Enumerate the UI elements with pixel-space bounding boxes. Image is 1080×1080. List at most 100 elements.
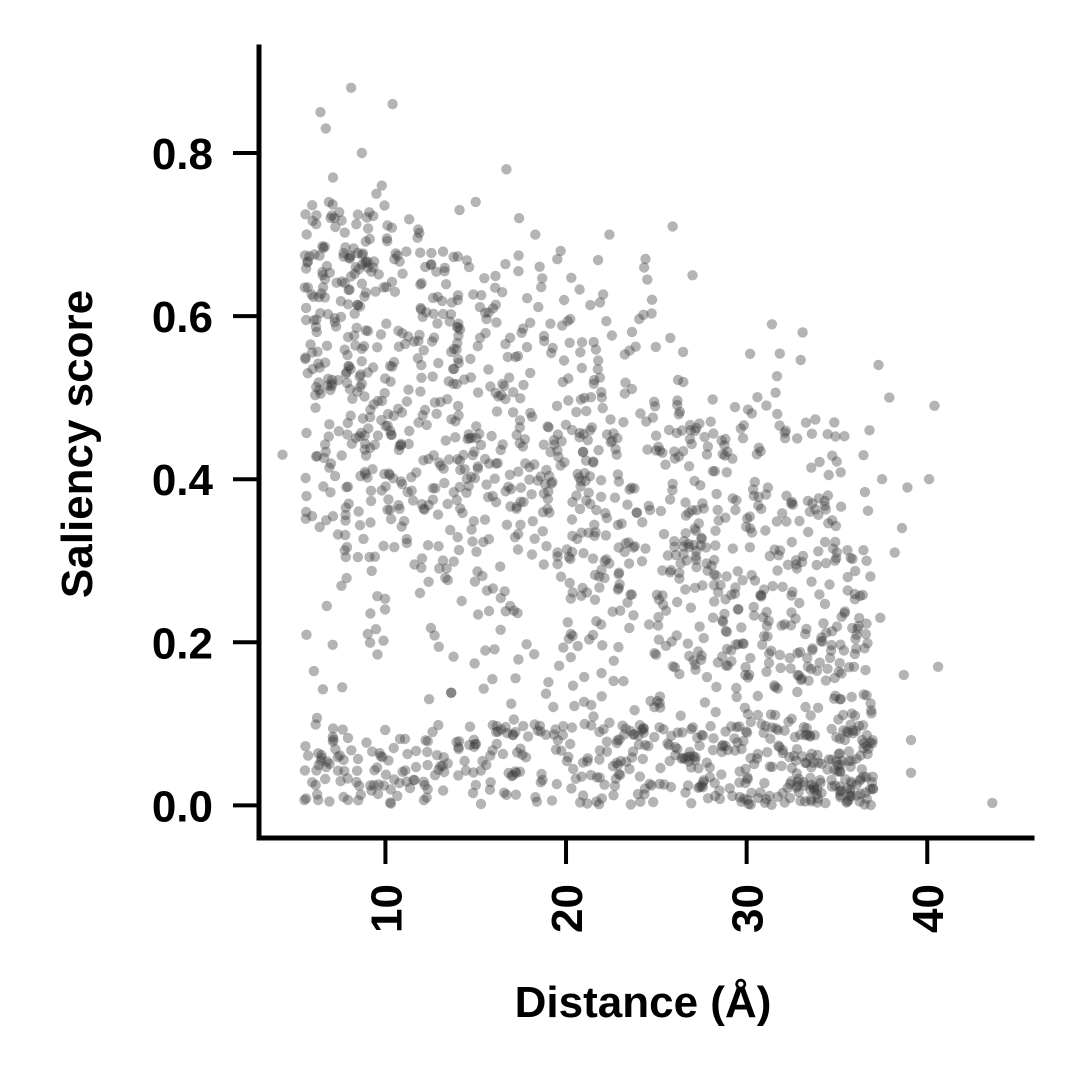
data-point: [607, 761, 619, 772]
data-point: [680, 584, 691, 595]
data-point: [367, 362, 379, 373]
data-point: [392, 790, 403, 802]
data-point: [451, 736, 462, 748]
data-point: [501, 164, 512, 175]
data-point: [389, 254, 400, 265]
data-point: [667, 478, 678, 489]
data-point: [327, 731, 338, 743]
data-point: [579, 468, 590, 479]
data-point: [470, 196, 481, 208]
data-point: [835, 790, 846, 801]
data-point: [485, 750, 496, 761]
data-point: [732, 604, 744, 615]
data-point: [563, 395, 574, 406]
data-point: [816, 632, 827, 643]
data-point: [452, 290, 464, 301]
data-point: [499, 586, 510, 597]
data-point: [508, 387, 519, 398]
data-point: [859, 486, 871, 498]
data-point: [318, 242, 329, 254]
data-point: [335, 775, 346, 787]
data-point: [709, 596, 720, 607]
data-point: [311, 712, 323, 724]
data-point: [481, 479, 492, 490]
data-point: [824, 652, 836, 664]
data-point: [549, 439, 560, 450]
data-point: [758, 727, 769, 739]
data-point: [555, 245, 566, 257]
data-point: [477, 570, 488, 582]
data-point: [345, 250, 356, 261]
data-point: [736, 743, 747, 755]
data-point: [401, 537, 413, 549]
data-point: [433, 719, 444, 731]
data-point: [357, 248, 369, 259]
data-point: [784, 792, 796, 804]
data-point: [605, 414, 616, 425]
data-point: [638, 722, 649, 734]
data-point: [808, 784, 820, 796]
data-point: [316, 749, 327, 761]
data-point: [393, 444, 405, 456]
data-point: [474, 301, 486, 313]
data-point: [552, 445, 563, 456]
data-point: [546, 795, 558, 806]
data-point: [767, 761, 778, 773]
data-point: [650, 430, 662, 441]
data-point: [613, 567, 625, 578]
data-point: [793, 787, 804, 798]
data-point: [349, 308, 360, 319]
data-point: [772, 683, 783, 694]
data-point: [339, 227, 350, 238]
data-point: [688, 539, 699, 551]
data-point: [841, 726, 852, 737]
data-point: [594, 297, 606, 308]
data-point: [558, 294, 570, 306]
data-point: [448, 363, 460, 375]
data-point: [759, 777, 770, 789]
data-point: [428, 332, 440, 343]
data-point: [512, 350, 524, 362]
data-point: [300, 209, 311, 220]
data-point: [688, 751, 699, 762]
data-point: [567, 496, 578, 508]
data-point: [859, 643, 870, 654]
data-point: [448, 251, 459, 263]
data-point: [441, 563, 452, 574]
data-point: [829, 555, 841, 566]
data-point: [380, 724, 391, 736]
data-point: [524, 474, 535, 485]
data-point: [439, 266, 450, 277]
data-point: [685, 602, 697, 613]
data-point: [685, 419, 696, 431]
data-point: [416, 359, 427, 371]
data-point: [578, 548, 589, 559]
data-point: [450, 432, 461, 443]
data-point: [525, 407, 536, 419]
data-point: [496, 390, 507, 401]
data-point: [426, 336, 438, 347]
data-point: [695, 540, 706, 551]
data-point: [786, 762, 798, 774]
data-point: [343, 252, 355, 263]
data-point: [313, 759, 324, 771]
data-point: [487, 719, 498, 731]
data-point: [487, 673, 498, 685]
data-point: [841, 796, 853, 807]
data-point: [842, 571, 853, 583]
data-point: [653, 594, 665, 605]
data-point: [809, 730, 820, 741]
data-point: [689, 475, 700, 487]
data-point: [826, 781, 838, 792]
data-point: [608, 790, 619, 801]
data-point: [677, 752, 689, 763]
data-point: [328, 734, 339, 745]
data-point: [570, 773, 581, 784]
data-point: [483, 307, 494, 318]
data-point: [513, 250, 524, 261]
data-point: [306, 511, 318, 522]
data-point: [402, 748, 413, 760]
data-point: [355, 470, 366, 482]
data-point: [808, 781, 820, 792]
data-point: [905, 767, 917, 778]
